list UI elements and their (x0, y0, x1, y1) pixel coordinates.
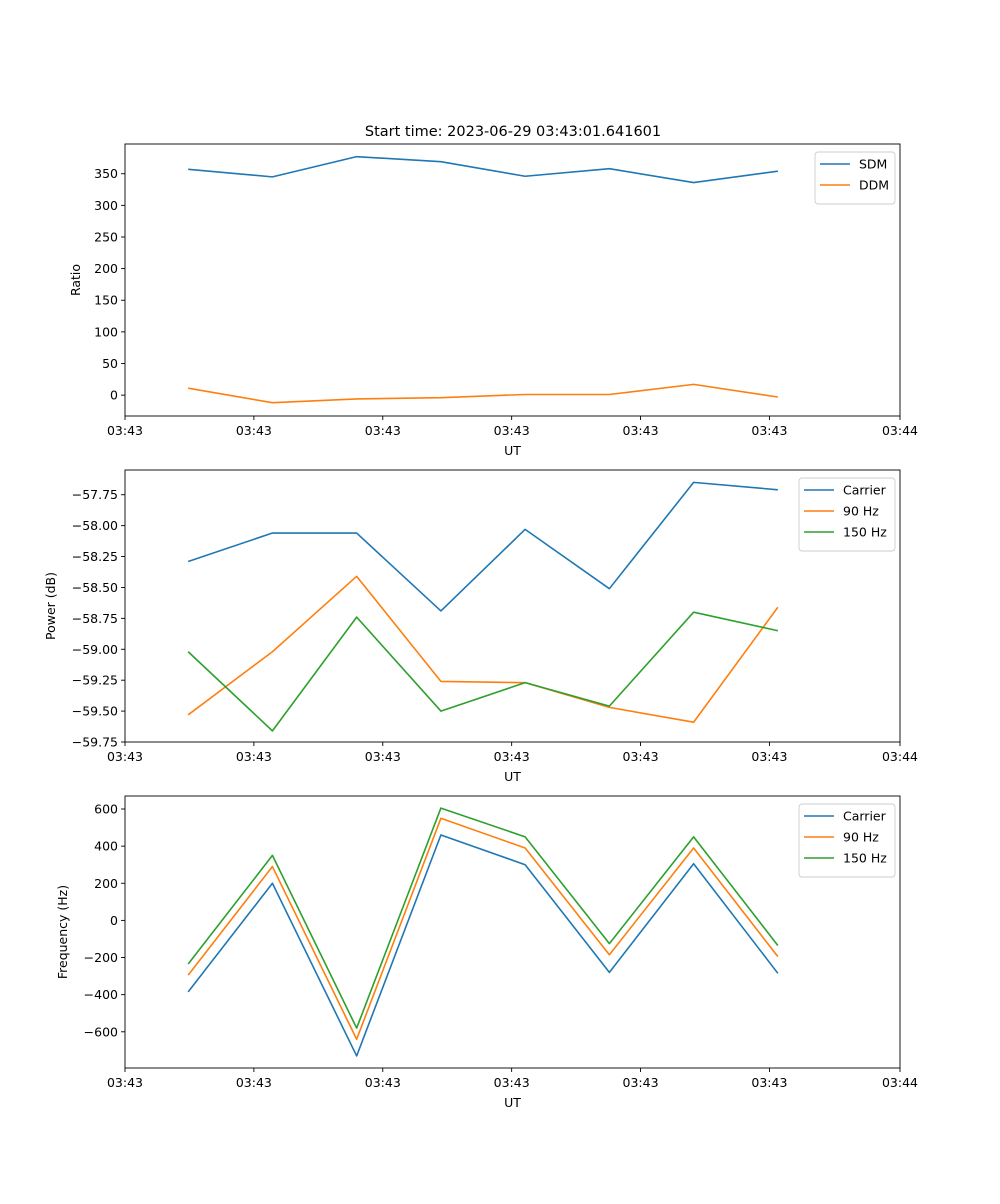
panel-2-ytick-label-2: −59.50 (72, 704, 118, 719)
panel-3-legend-label-1: Carrier (843, 809, 887, 824)
panel-3-ytick-label-3: −200 (84, 950, 118, 965)
panel-2-xtick-label-7: 03:44 (882, 749, 918, 764)
panel-1-ytick-label-1: 0 (110, 388, 118, 403)
panel-1-ytick-label-3: 100 (94, 324, 118, 339)
panel-2-ytick-label-5: −58.75 (72, 611, 118, 626)
panel-1-xtick-label-7: 03:44 (882, 423, 918, 438)
panel-2-ytick-label-3: −59.25 (72, 673, 118, 688)
panel-1-ytick-label-7: 300 (94, 198, 118, 213)
panel-2-series-1-line (187, 481, 778, 612)
panel-3-xtick-label-5: 03:43 (623, 1075, 659, 1090)
panel-2-series-2-line (187, 575, 779, 724)
panel-2-ytick-label-6: −58.50 (72, 580, 118, 595)
panel-3-series-1-line (187, 834, 779, 1057)
panel-2-xtick-label-4: 03:43 (494, 749, 530, 764)
panel-2-ylabel: Power (dB) (43, 572, 58, 640)
panel-1-series-2-line (188, 383, 778, 404)
panel-3-ytick-label-7: 600 (94, 801, 118, 816)
panel-3-xtick-label-3: 03:43 (365, 1075, 401, 1090)
panel-1-ytick-label-2: 50 (102, 356, 118, 371)
panel-3-xtick-label-4: 03:43 (494, 1075, 530, 1090)
panel-2-xtick-label-6: 03:43 (751, 749, 787, 764)
panel-3-xtick-label-2: 03:43 (236, 1075, 272, 1090)
panel-3-ytick-label-5: 200 (94, 876, 118, 891)
panel-2-ytick-label-9: −57.75 (72, 487, 118, 502)
panel-3-axes-frame (124, 795, 901, 1069)
panel-3-series-2-line (187, 817, 779, 1041)
panel-3-ytick-label-1: −600 (84, 1024, 118, 1039)
panel-1-xlabel: UT (504, 443, 521, 458)
panel-2-ytick-label-1: −59.75 (72, 735, 118, 750)
panel-2-ytick-label-7: −58.25 (72, 549, 118, 564)
panel-3-series-3-line (187, 807, 779, 1029)
panel-1-xtick-label-3: 03:43 (365, 423, 401, 438)
panel-3-xtick-label-7: 03:44 (882, 1075, 918, 1090)
panel-1-ylabel: Ratio (68, 264, 83, 296)
panel-2-xlabel: UT (504, 769, 521, 784)
panel-3-xlabel: UT (504, 1095, 521, 1110)
panel-3-ytick-label-2: −400 (84, 987, 118, 1002)
panel-1-axes-frame (124, 143, 901, 417)
panel-2-axes-frame (124, 469, 901, 743)
panel-1-ytick-label-6: 250 (94, 229, 118, 244)
panel-1-legend-label-1: SDM (859, 157, 887, 172)
panel-2-xtick-label-5: 03:43 (623, 749, 659, 764)
panel-3-ytick-label-6: 400 (94, 839, 118, 854)
panel-1-series-1-line (188, 155, 778, 184)
panel-2-ytick-label-8: −58.00 (72, 518, 118, 533)
panel-2-ytick-label-4: −59.00 (72, 642, 118, 657)
panel-1-ytick-label-5: 200 (94, 261, 118, 276)
panel-3-legend-label-2: 90 Hz (843, 830, 879, 845)
panel-2-legend-label-3: 150 Hz (843, 525, 887, 540)
panel-1-ytick-label-4: 150 (94, 293, 118, 308)
panel-1-xtick-label-1: 03:43 (107, 423, 143, 438)
panel-3-ylabel: Frequency (Hz) (55, 885, 70, 979)
panel-2-legend-label-1: Carrier (843, 483, 887, 498)
panel-3-ytick-label-4: 0 (110, 913, 118, 928)
panel-2-series-3-line (187, 611, 779, 732)
panel-1-xtick-label-4: 03:43 (494, 423, 530, 438)
panel-1-xtick-label-2: 03:43 (236, 423, 272, 438)
panel-3-legend-label-3: 150 Hz (843, 851, 887, 866)
panel-3-xtick-label-6: 03:43 (751, 1075, 787, 1090)
panel-1-xtick-label-5: 03:43 (623, 423, 659, 438)
panel-2-xtick-label-2: 03:43 (236, 749, 272, 764)
panel-2-xtick-label-1: 03:43 (107, 749, 143, 764)
panel-3-xtick-label-1: 03:43 (107, 1075, 143, 1090)
panel-1-legend-box (814, 151, 896, 205)
panel-1-xtick-label-6: 03:43 (751, 423, 787, 438)
panel-2-xtick-label-3: 03:43 (365, 749, 401, 764)
panel-1-legend-label-2: DDM (859, 178, 889, 193)
figure-title: Start time: 2023-06-29 03:43:01.641601 (365, 124, 661, 140)
panel-2-legend-label-2: 90 Hz (843, 504, 879, 519)
panel-1-ytick-label-8: 350 (94, 166, 118, 181)
